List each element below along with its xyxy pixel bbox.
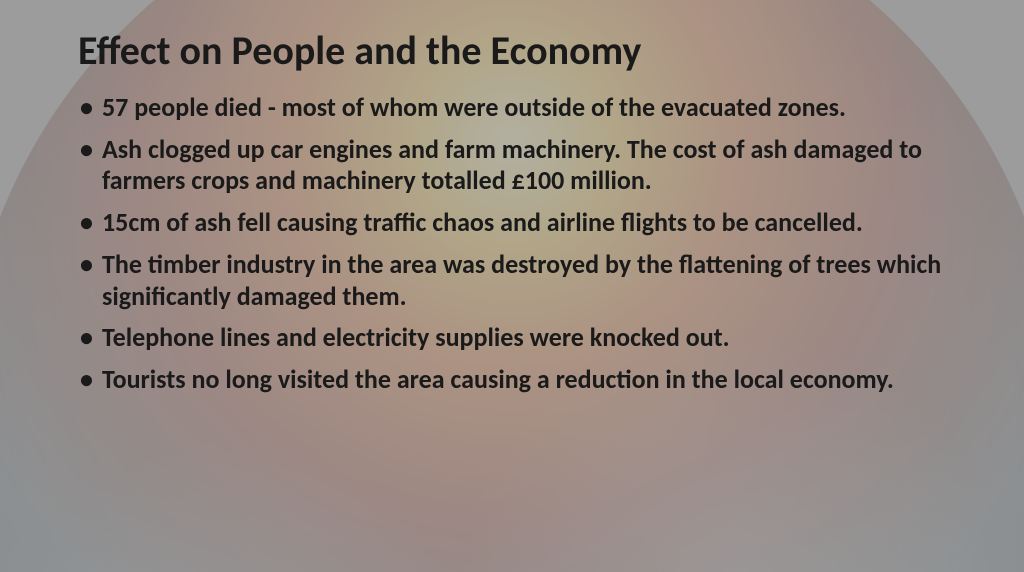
bullet-item: 15cm of ash fell causing traffic chaos a…	[102, 207, 946, 239]
presentation-slide: Effect on People and the Economy 57 peop…	[0, 0, 1024, 572]
bullet-item: The timber industry in the area was dest…	[102, 249, 946, 312]
bullet-item: 57 people died - most of whom were outsi…	[102, 92, 946, 124]
bullet-item: Ash clogged up car engines and farm mach…	[102, 134, 946, 197]
slide-title: Effect on People and the Economy	[78, 28, 946, 74]
bullet-item: Telephone lines and electricity supplies…	[102, 322, 946, 354]
bullet-item: Tourists no long visited the area causin…	[102, 364, 946, 396]
slide-content: Effect on People and the Economy 57 peop…	[0, 0, 1024, 572]
bullet-list: 57 people died - most of whom were outsi…	[78, 92, 946, 396]
